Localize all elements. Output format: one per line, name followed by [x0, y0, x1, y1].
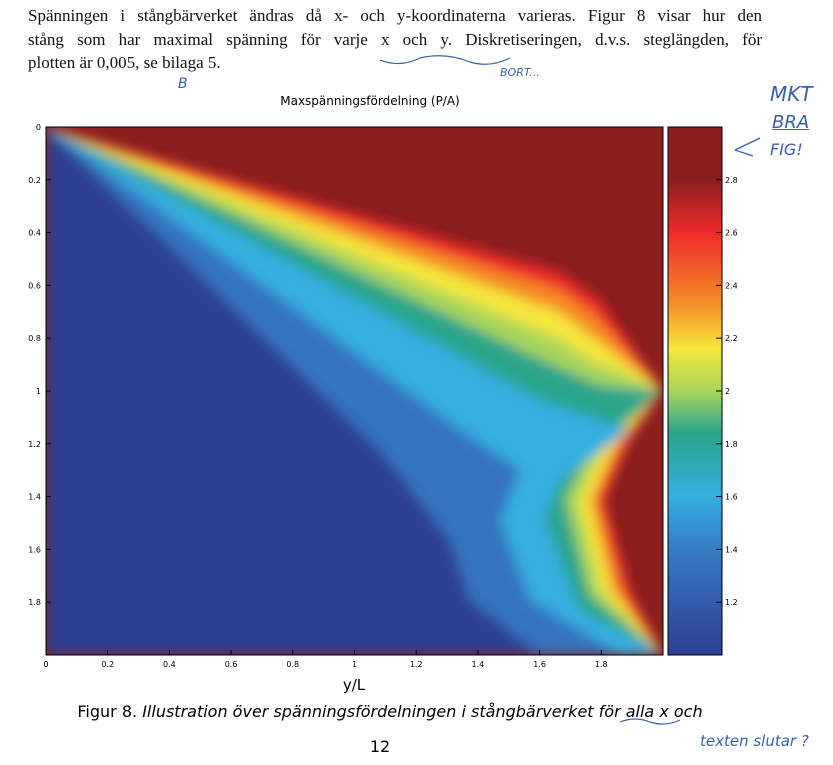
y-tick-label: 1.2	[28, 440, 41, 449]
y-tick-label: 1.6	[28, 545, 41, 554]
y-tick-label: 0.4	[28, 229, 41, 238]
handwritten-note: FIG!	[770, 140, 803, 159]
x-tick-label: 0.8	[286, 660, 299, 669]
colorbar-tick-label: 2.2	[725, 334, 738, 343]
y-tick-label: 1	[36, 387, 41, 396]
caption-text: Illustration över spänningsfördelningen …	[142, 702, 702, 721]
paragraph-line: Spänningen i stångbärverket ändras då x-…	[28, 6, 762, 25]
colorbar-tick-label: 1.6	[725, 493, 738, 502]
handwritten-arrow	[734, 137, 761, 157]
handwritten-stroke	[379, 55, 511, 65]
page-number: 12	[370, 737, 390, 756]
x-tick-label: 1.6	[533, 660, 546, 669]
x-tick-label: 0.4	[163, 660, 176, 669]
x-tick-label: 0	[43, 660, 48, 669]
y-tick-label: 0	[36, 123, 41, 132]
colorbar-tick-label: 1.2	[725, 598, 738, 607]
x-axis-label: y/L	[343, 676, 366, 694]
handwritten-note: B	[178, 76, 188, 92]
colorbar-tick-label: 2.8	[725, 176, 738, 185]
x-tick-label: 1.4	[472, 660, 485, 669]
x-tick-label: 1	[352, 660, 357, 669]
caption: Figur 8. Illustration över spänningsförd…	[77, 702, 702, 721]
y-tick-label: 0.8	[28, 334, 41, 343]
heatmap	[46, 127, 663, 655]
handwritten-note: MKT	[770, 82, 813, 106]
y-tick-label: 1.4	[28, 493, 41, 502]
y-tick-label: 1.8	[28, 598, 41, 607]
handwritten-note: BORT...	[500, 66, 540, 79]
y-tick-label: 0.6	[28, 281, 41, 290]
colorbar-tick-label: 2.4	[725, 281, 738, 290]
colorbar-tick-label: 1.8	[725, 440, 738, 449]
paragraph-line: stång som har maximal spänning för varje…	[28, 30, 762, 49]
colorbar-tick-label: 1.4	[725, 545, 738, 554]
colorbar-tick-label: 2.6	[725, 229, 738, 238]
colorbar	[667, 126, 723, 656]
y-tick-label: 0.2	[28, 176, 41, 185]
x-tick-label: 1.2	[410, 660, 423, 669]
handwritten-note: BRA	[772, 112, 810, 133]
x-tick-label: 0.2	[101, 660, 114, 669]
figure-title: Maxspänningsfördelning (P/A)	[280, 94, 460, 108]
x-tick-label: 1.8	[595, 660, 608, 669]
caption-label: Figur 8.	[77, 702, 137, 721]
colorbar-tick-label: 2	[725, 387, 730, 396]
x-tick-label: 0.6	[225, 660, 238, 669]
handwritten-note: texten slutar ?	[700, 732, 809, 750]
paragraph-line: plotten är 0,005, se bilaga 5.	[28, 53, 221, 72]
handwritten-stroke	[619, 718, 681, 725]
